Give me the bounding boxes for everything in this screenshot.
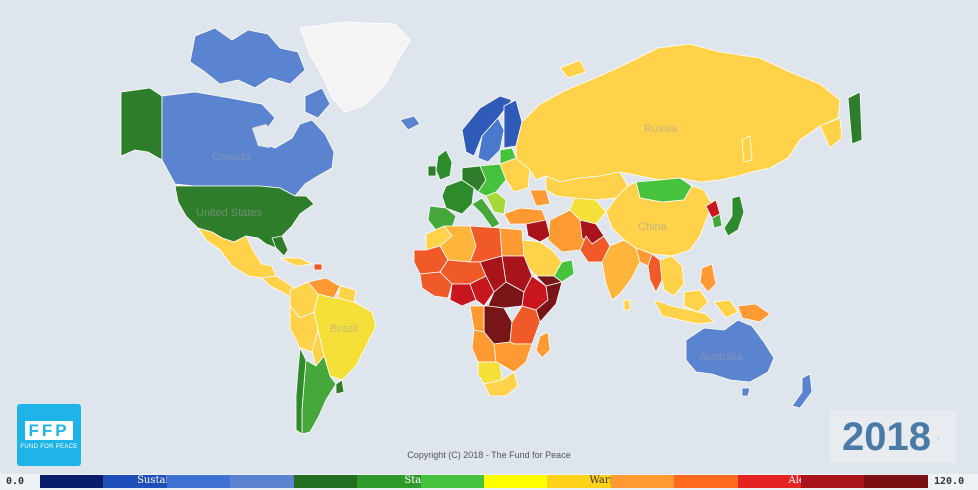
madagascar[interactable] [535, 331, 551, 359]
legend-max-value: 120.0 [934, 476, 965, 487]
new-zealand[interactable] [791, 373, 813, 409]
hudson-bay [252, 124, 276, 148]
ffp-logo-text: FUND FOR PEACE [20, 443, 78, 450]
legend-segment: Alert [737, 475, 814, 488]
legend-segment: Warning [547, 475, 632, 488]
canada-arctic-islands[interactable] [189, 27, 306, 89]
legend-color-bar: Sustainable Stable Warning Alert [40, 475, 928, 488]
tasmania[interactable] [741, 387, 751, 397]
egypt[interactable] [499, 227, 525, 257]
chile[interactable] [295, 347, 307, 435]
venezuela[interactable] [307, 277, 341, 299]
haiti[interactable] [313, 263, 323, 271]
nigeria[interactable] [449, 283, 477, 307]
legend-segment [293, 475, 358, 488]
greenland[interactable] [299, 21, 411, 113]
legend-segment [864, 475, 928, 488]
legend-segment: Sustainable [103, 475, 197, 488]
russia-label: Russia [644, 123, 679, 135]
ireland[interactable] [427, 165, 437, 177]
indochina[interactable] [659, 255, 685, 297]
sri-lanka[interactable] [623, 299, 631, 311]
legend-segment [420, 475, 484, 488]
australia[interactable] [685, 319, 775, 383]
borneo[interactable] [683, 289, 709, 313]
legend-segment [610, 475, 675, 488]
south-africa[interactable] [483, 371, 519, 397]
philippines[interactable] [699, 263, 717, 293]
papua-new-guinea[interactable] [737, 303, 771, 323]
brazil-label: Brazil [330, 323, 358, 335]
sakhalin[interactable] [741, 135, 753, 163]
legend-segment [40, 475, 104, 488]
india[interactable] [601, 239, 641, 301]
oman[interactable] [553, 259, 575, 283]
iraq-syria[interactable] [525, 219, 551, 243]
australia-label: Australia [700, 351, 744, 363]
legend-segment [483, 475, 548, 488]
legend-segment [166, 475, 231, 488]
balkans[interactable] [485, 191, 507, 215]
cuba[interactable] [279, 257, 313, 267]
caucasus[interactable] [529, 189, 551, 207]
legend-min-value: 0.0 [6, 476, 25, 487]
malaysia-indonesia-west[interactable] [653, 299, 715, 325]
florida[interactable] [271, 235, 289, 257]
ffp-logo[interactable]: FFP FUND FOR PEACE [17, 404, 81, 466]
legend-segment [674, 475, 738, 488]
legend-segment [230, 475, 294, 488]
mexico[interactable] [197, 227, 277, 279]
copyright-notice: Copyright (C) 2018 - The Fund for Peace [407, 450, 571, 460]
china-label: China [638, 221, 668, 233]
legend-segment: Stable [357, 475, 437, 488]
united-states-label: United States [196, 207, 263, 219]
italy[interactable] [471, 197, 501, 229]
south-korea[interactable] [711, 213, 723, 229]
indonesia-east[interactable] [713, 299, 739, 319]
japan[interactable] [723, 195, 745, 237]
cameroon[interactable] [469, 275, 495, 307]
uruguay[interactable] [335, 379, 345, 395]
color-legend: 0.0 Sustainable Stable Warning Alert 120.0 [0, 474, 978, 490]
west-africa-coast[interactable] [419, 271, 453, 299]
year-suffix: · [936, 433, 940, 443]
canada-label: Canada [212, 151, 251, 163]
legend-segment [801, 475, 865, 488]
year-label: 2018 [842, 415, 931, 459]
kamchatka[interactable] [819, 117, 843, 149]
ffp-logo-mark: FFP [25, 420, 73, 440]
alaska[interactable] [120, 87, 163, 161]
iceland[interactable] [399, 115, 421, 131]
siberian-islands[interactable] [559, 59, 587, 79]
chukotka-east[interactable] [847, 91, 863, 145]
canada-arctic-island-east[interactable] [304, 87, 331, 119]
year-indicator: 2018 · [830, 411, 956, 463]
